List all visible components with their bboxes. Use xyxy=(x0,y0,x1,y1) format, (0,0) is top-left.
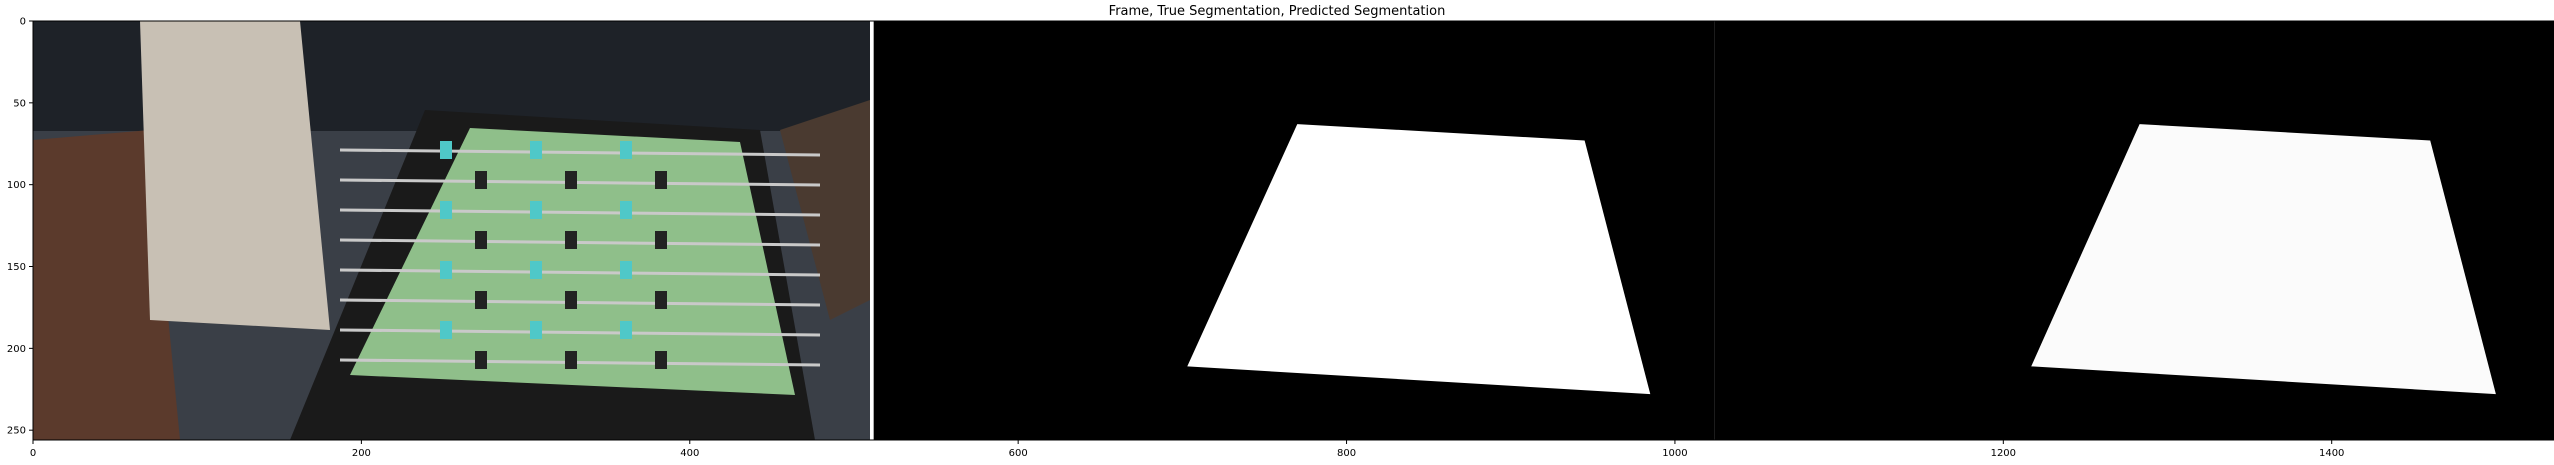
foosball-player xyxy=(565,231,577,249)
foosball-player xyxy=(530,321,542,339)
foosball-rod xyxy=(339,148,821,157)
x-tick-label: 200 xyxy=(352,448,371,459)
foosball-player xyxy=(655,291,667,309)
y-tick-label: 50 xyxy=(13,98,26,109)
foosball-rod xyxy=(339,238,821,247)
foosball-player xyxy=(565,351,577,369)
foosball-rod xyxy=(339,178,821,187)
foosball-player xyxy=(620,321,632,339)
foosball-player xyxy=(620,141,632,159)
axes-frame xyxy=(32,20,2554,441)
x-tick-label: 800 xyxy=(1337,448,1356,459)
figure-title: Frame, True Segmentation, Predicted Segm… xyxy=(1108,4,1446,19)
foosball-player xyxy=(440,321,452,339)
foosball-player xyxy=(440,141,452,159)
x-axis: 0 200 400 600 800 1000 1200 1400 xyxy=(30,440,2344,459)
foosball-player xyxy=(655,171,667,189)
foosball-player xyxy=(440,261,452,279)
predicted-mask-region xyxy=(2031,124,2496,395)
foosball-rod xyxy=(339,328,821,337)
foosball-player xyxy=(565,171,577,189)
foosball-player xyxy=(565,291,577,309)
x-tick-label: 0 xyxy=(30,448,36,459)
foosball-player xyxy=(655,351,667,369)
foosball-player xyxy=(530,201,542,219)
x-tick-label: 400 xyxy=(680,448,699,459)
foosball-player xyxy=(655,231,667,249)
x-tick-label: 1200 xyxy=(1991,448,2016,459)
y-axis: 0 50 100 150 200 250 xyxy=(7,17,33,437)
foosball-rod xyxy=(339,268,821,277)
frame-image-panel xyxy=(33,21,870,440)
foosball-player xyxy=(530,141,542,159)
y-tick-label: 0 xyxy=(20,17,26,28)
true-mask-region xyxy=(1187,124,1651,395)
x-tick-label: 1000 xyxy=(1662,448,1687,459)
foosball-rod xyxy=(339,358,821,367)
foosball-player xyxy=(620,261,632,279)
foosball-player xyxy=(440,201,452,219)
y-tick-label: 200 xyxy=(7,344,26,355)
foosball-rod xyxy=(339,208,821,217)
foosball-rod xyxy=(339,298,821,307)
foosball-player xyxy=(620,201,632,219)
x-tick-label: 600 xyxy=(1009,448,1028,459)
foosball-player xyxy=(475,171,487,189)
predicted-segmentation-panel xyxy=(1714,21,2554,440)
true-segmentation-panel xyxy=(873,21,1715,440)
foosball-player xyxy=(475,291,487,309)
y-tick-label: 250 xyxy=(7,426,26,437)
x-tick-label: 1400 xyxy=(2319,448,2344,459)
y-tick-label: 100 xyxy=(7,180,26,191)
foosball-player xyxy=(475,351,487,369)
foosball-player xyxy=(475,231,487,249)
foosball-player xyxy=(530,261,542,279)
y-tick-label: 150 xyxy=(7,262,26,273)
